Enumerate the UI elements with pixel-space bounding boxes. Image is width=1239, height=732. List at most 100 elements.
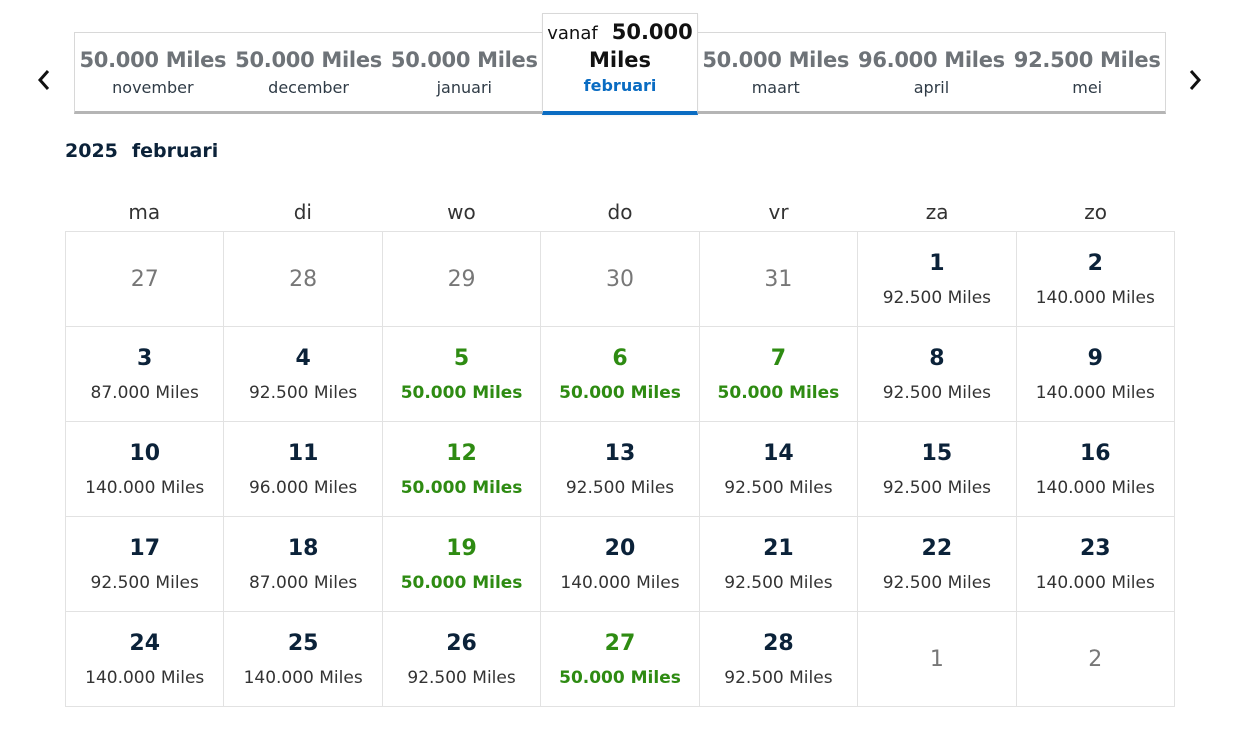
day-number: 18 <box>287 535 319 561</box>
calendar-day[interactable]: 23 140.000 Miles <box>1016 517 1175 612</box>
month-selector: 50.000 Miles november 50.000 Miles decem… <box>74 13 1166 115</box>
day-number: 30 <box>605 266 634 292</box>
calendar-day[interactable]: 11 96.000 Miles <box>224 422 383 517</box>
calendar-day[interactable]: 6 50.000 Miles <box>541 327 700 422</box>
month-tab-maart[interactable]: 50.000 Miles maart <box>698 33 854 111</box>
weekday-label: zo <box>1084 200 1108 224</box>
calendar-day[interactable]: 12 50.000 Miles <box>382 422 542 517</box>
day-price: 50.000 Miles <box>717 382 840 403</box>
day-price: 140.000 Miles <box>1035 287 1155 308</box>
chevron-right-icon <box>1189 70 1202 90</box>
calendar-day-outside-month: 27 <box>66 232 225 327</box>
day-number: 8 <box>929 345 945 371</box>
month-tab-januari[interactable]: 50.000 Miles januari <box>386 33 542 111</box>
month-tab-december[interactable]: 50.000 Miles december <box>231 33 387 111</box>
day-number: 20 <box>604 535 636 561</box>
day-number: 17 <box>129 535 161 561</box>
month-name: maart <box>751 77 800 97</box>
calendar-day[interactable]: 26 92.500 Miles <box>382 612 542 707</box>
day-number: 7 <box>770 345 787 371</box>
calendar-day[interactable]: 17 92.500 Miles <box>66 517 225 612</box>
day-number: 28 <box>289 266 318 292</box>
day-price: 140.000 Miles <box>1035 382 1155 403</box>
weekday-label: wo <box>447 200 476 224</box>
calendar-day[interactable]: 28 92.500 Miles <box>699 612 859 707</box>
day-number: 23 <box>1079 535 1111 561</box>
day-price: 50.000 Miles <box>400 382 523 403</box>
calendar-day[interactable]: 25 140.000 Miles <box>224 612 383 707</box>
month-price: 50.000 Miles <box>235 47 382 72</box>
calendar-day[interactable]: 21 92.500 Miles <box>699 517 859 612</box>
day-price: 140.000 Miles <box>85 477 205 498</box>
calendar-day[interactable]: 2 140.000 Miles <box>1016 232 1175 327</box>
day-number: 22 <box>921 535 953 561</box>
month-tab-februari[interactable]: vanaf 50.000 Miles februari <box>542 13 698 115</box>
weekday-label: vr <box>768 200 789 224</box>
month-tab-april[interactable]: 96.000 Miles april <box>854 33 1010 111</box>
day-number: 29 <box>447 266 476 292</box>
day-number: 16 <box>1079 440 1111 466</box>
calendar-day[interactable]: 3 87.000 Miles <box>66 327 225 422</box>
day-number: 31 <box>764 266 793 292</box>
day-number: 27 <box>604 630 636 656</box>
day-number: 26 <box>446 630 477 656</box>
day-number: 19 <box>446 535 477 561</box>
calendar-day[interactable]: 20 140.000 Miles <box>541 517 700 612</box>
day-number: 9 <box>1087 345 1103 371</box>
day-number: 2 <box>1088 646 1103 672</box>
day-number: 15 <box>921 440 953 466</box>
day-price: 92.500 Miles <box>248 382 358 403</box>
heading-year: 2025 <box>65 140 118 162</box>
calendar-day[interactable]: 18 87.000 Miles <box>224 517 383 612</box>
calendar-day-outside-month: 30 <box>541 232 700 327</box>
day-price: 140.000 Miles <box>1035 572 1155 593</box>
day-number: 28 <box>763 630 794 656</box>
month-tab-mei[interactable]: 92.500 Miles mei <box>1009 33 1165 111</box>
calendar-day[interactable]: 10 140.000 Miles <box>66 422 225 517</box>
day-price: 87.000 Miles <box>90 382 199 403</box>
day-number: 10 <box>129 440 161 466</box>
month-name: december <box>268 77 349 97</box>
weekday-label: di <box>293 200 312 224</box>
month-price: 92.500 Miles <box>1013 47 1161 72</box>
calendar-day[interactable]: 15 92.500 Miles <box>858 422 1017 517</box>
calendar-day[interactable]: 5 50.000 Miles <box>382 327 542 422</box>
day-price: 92.500 Miles <box>882 477 992 498</box>
day-number: 25 <box>287 630 319 656</box>
weekday-label: za <box>925 200 949 224</box>
calendar-day[interactable]: 13 92.500 Miles <box>541 422 700 517</box>
calendar-day[interactable]: 8 92.500 Miles <box>858 327 1017 422</box>
previous-month-button[interactable] <box>26 62 62 98</box>
calendar-day[interactable]: 19 50.000 Miles <box>382 517 542 612</box>
day-number: 6 <box>612 345 628 371</box>
calendar-day[interactable]: 14 92.500 Miles <box>699 422 859 517</box>
day-price: 96.000 Miles <box>248 477 358 498</box>
month-price: 50.000 <box>611 20 693 44</box>
calendar-day[interactable]: 27 50.000 Miles <box>541 612 700 707</box>
month-name: februari <box>583 76 657 95</box>
day-price: 140.000 Miles <box>1035 477 1155 498</box>
calendar-day[interactable]: 9 140.000 Miles <box>1016 327 1175 422</box>
month-name: november <box>112 77 194 97</box>
next-month-button[interactable] <box>1177 62 1213 98</box>
day-price: 92.500 Miles <box>724 572 833 593</box>
month-price: 50.000 Miles <box>79 47 227 72</box>
calendar-day-outside-month: 2 <box>1016 612 1175 707</box>
calendar-day[interactable]: 7 50.000 Miles <box>699 327 859 422</box>
chevron-left-icon <box>37 70 50 90</box>
day-price: 50.000 Miles <box>400 572 523 593</box>
calendar-day[interactable]: 4 92.500 Miles <box>224 327 383 422</box>
day-price: 140.000 Miles <box>560 572 680 593</box>
calendar-day[interactable]: 16 140.000 Miles <box>1016 422 1175 517</box>
calendar-day[interactable]: 1 92.500 Miles <box>858 232 1017 327</box>
month-price: 50.000 Miles <box>390 47 538 72</box>
calendar-day[interactable]: 24 140.000 Miles <box>66 612 225 707</box>
day-number: 2 <box>1087 250 1103 276</box>
day-price: 87.000 Miles <box>248 572 358 593</box>
day-number: 1 <box>929 646 944 672</box>
month-tab-november[interactable]: 50.000 Miles november <box>75 33 231 111</box>
day-price: 92.500 Miles <box>882 572 992 593</box>
calendar-day-outside-month: 1 <box>858 612 1017 707</box>
selected-month-price-row: vanaf 50.000 <box>547 20 693 44</box>
calendar-day[interactable]: 22 92.500 Miles <box>858 517 1017 612</box>
